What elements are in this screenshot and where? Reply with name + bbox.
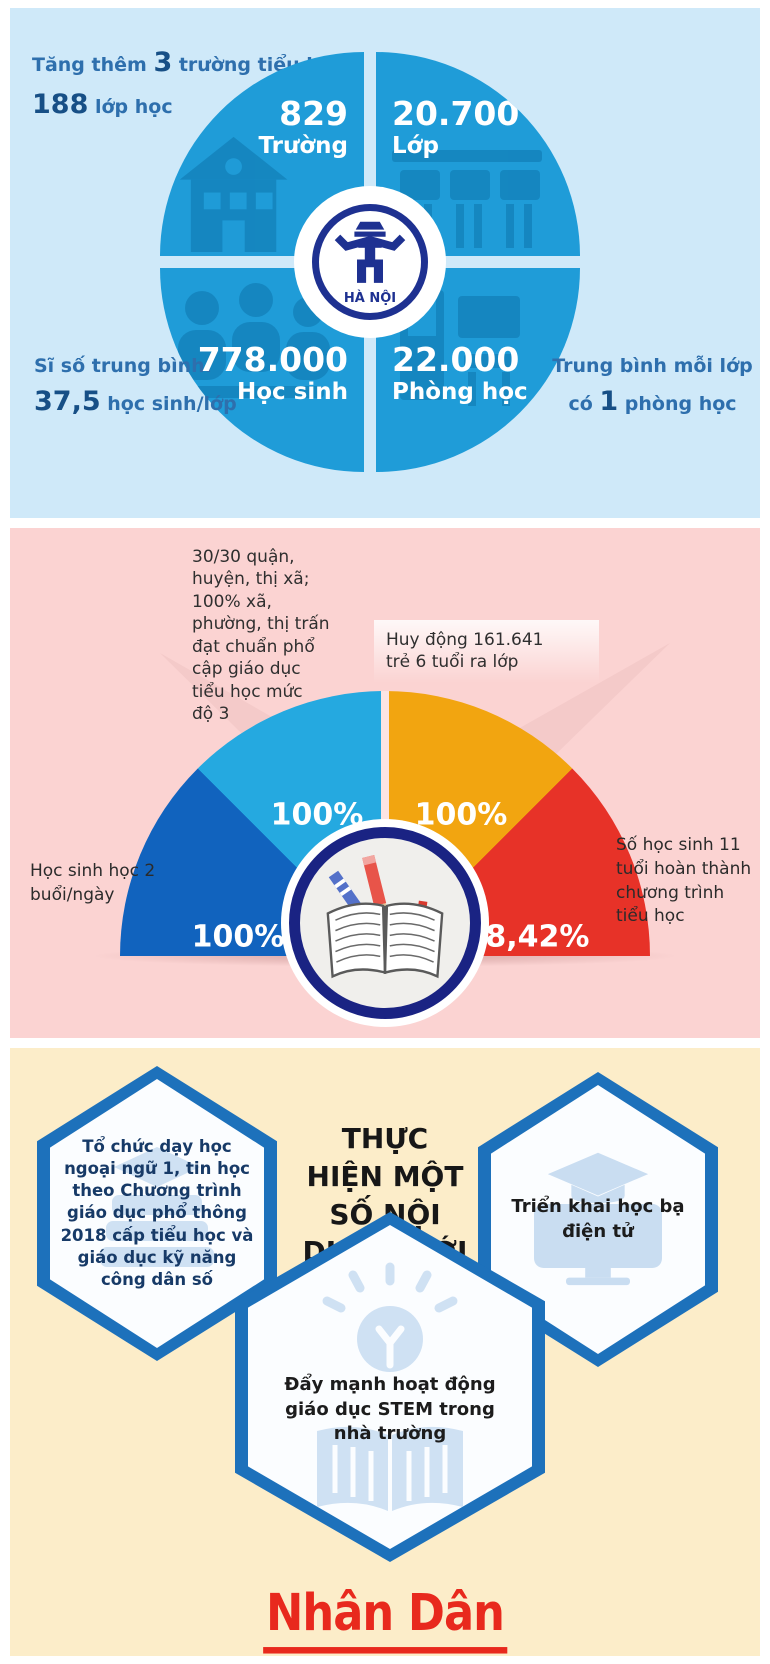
note-room-ratio: Trung bình mỗi lớp có 1 phòng học (545, 352, 760, 423)
gauge-value-two-sessions: 100% (191, 919, 285, 955)
note-text: học sinh/lớp (100, 393, 237, 416)
gauge-value-age6: 100% (414, 797, 508, 833)
gauge-value-completion: 98,42% (464, 919, 590, 955)
monitor-graduation-icon (534, 1152, 662, 1285)
stat-classrooms: 22.000 Phòng học (392, 340, 528, 405)
note-number: 37,5 (34, 386, 101, 418)
emblem-ring: HÀ NỘI (312, 204, 428, 320)
stat-label: Học sinh (236, 378, 348, 405)
stat-schools: 829 Trường (258, 94, 348, 159)
stat-label: Lớp (392, 132, 439, 159)
gauge-value-level3: 100% (270, 797, 364, 833)
note-text: lớp học (88, 95, 173, 118)
note-text: Sĩ số trung bình: (34, 355, 213, 377)
lightbulb-icon (322, 1262, 458, 1372)
hex-text-language-it: Tổ chức dạy học ngoại ngữ 1, tin học the… (60, 1137, 254, 1289)
note-text: Trung bình mỗi lớp (552, 355, 753, 377)
note-number: 3 (153, 47, 173, 78)
open-book-pencils-icon (326, 855, 444, 979)
hex-text-stem: Đẩy mạnh hoạt động giáo dục STEM trong n… (284, 1373, 496, 1445)
note-text: phòng học (618, 393, 737, 416)
hanoi-emblem-icon (334, 221, 406, 283)
universal-education-gauge-panel: 30/30 quận, huyện, thị xã; 100% xã, phườ… (10, 528, 760, 1038)
primary-education-scale-panel: Tăng thêm 3 trường tiểu học, 188 lớp học (10, 8, 760, 518)
hex-stem: Đẩy mạnh hoạt động giáo dục STEM trong n… (235, 1212, 545, 1562)
note-number: 1 (599, 386, 619, 418)
nhan-dan-logo: Nhân Dân (263, 1585, 507, 1654)
note-text: có (568, 393, 600, 416)
stat-value: 829 (279, 94, 348, 133)
note-number: 188 (32, 88, 89, 120)
open-book-icon (317, 1426, 463, 1511)
quadrant-stat-circle: 829 Trường (160, 52, 580, 472)
stat-value: 20.700 (392, 94, 520, 133)
books-stack-icon (100, 1146, 214, 1267)
emblem-badge: HÀ NỘI (294, 186, 446, 338)
callout-level3: 30/30 quận, huyện, thị xã; 100% xã, phườ… (192, 547, 330, 725)
stat-value: 778.000 (197, 340, 348, 379)
new-contents-panel: THỰC HIỆN MỘT SỐ NỘI DUNG MỚI Tổ chức dạ… (10, 1048, 760, 1656)
hex-inner: Đẩy mạnh hoạt động giáo dục STEM trong n… (248, 1225, 532, 1549)
label-completion: Số học sinh 11 tuổi hoàn thành chương tr… (616, 835, 752, 927)
students-pictogram (178, 283, 330, 398)
school-building-pictogram (179, 136, 288, 252)
stat-classes: 20.700 Lớp (392, 94, 520, 159)
stat-label: Trường (258, 132, 348, 159)
label-two-sessions: Học sinh học 2 buổi/ngày (30, 861, 156, 905)
note-text: Tăng thêm (32, 54, 154, 76)
note-class-size: Sĩ số trung bình: 37,5 học sinh/lớp (34, 352, 237, 423)
stat-students: 778.000 Học sinh (197, 340, 348, 405)
callout-age6: Huy động 161.641 trẻ 6 tuổi ra lớp (374, 620, 599, 683)
open-book-badge (289, 827, 481, 1019)
hex-inner: Tổ chức dạy học ngoại ngữ 1, tin học the… (50, 1079, 264, 1348)
stat-label: Phòng học (392, 378, 528, 405)
hex-text-ebook: Triển khai học bạ điện tử (511, 1195, 685, 1242)
emblem-label: HÀ NỘI (343, 291, 397, 306)
stat-value: 22.000 (392, 340, 520, 379)
gauge-divider (381, 691, 389, 843)
